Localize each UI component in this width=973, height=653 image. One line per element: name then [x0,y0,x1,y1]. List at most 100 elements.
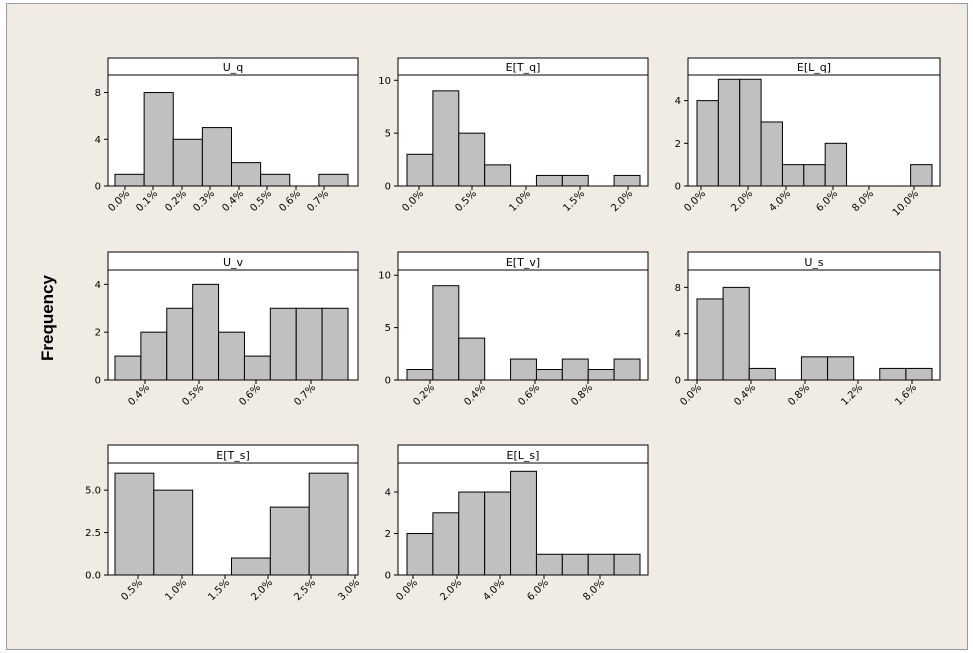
x-tick-label: 0.6% [516,382,542,408]
x-tick-label: 0.7% [292,382,318,408]
histogram-bar [269,506,310,576]
histogram-bar [910,164,933,187]
panel-e-l-q: E[L_q] 0 2 4 0.0% 2.0% 4.0% 6.0% 8.0% 10.0% [675,57,941,219]
histogram-bar [535,174,563,187]
histogram-bar [510,470,537,576]
y-tick-label: 0 [95,376,101,387]
histogram-bar [114,173,145,187]
histogram-bar [172,138,203,187]
panel-title-strip [107,444,359,464]
y-tick-label: 2.5 [85,528,101,539]
panel-u-s: U_s 0 4 8 0.0% 0.4% 0.8% 1.2% 1.6% [675,251,941,408]
histogram-bar [748,367,776,381]
x-tick-label: 1.5% [561,188,587,214]
x-tick-label: 2.0% [249,577,275,603]
x-tick-label: 2.0% [609,188,635,214]
x-tick-label: 2.0% [438,577,464,603]
histogram-bar [321,307,349,381]
y-tick-label: 4 [675,329,681,340]
panel-title: E[L_q] [797,61,831,74]
histogram-bar [231,162,262,187]
x-tick-label: 1.5% [206,577,232,603]
histogram-bar [535,553,563,576]
histogram-bar [803,164,826,187]
x-tick-label: 4.0% [481,577,507,603]
histogram-bar [484,164,512,187]
histogram-bar [613,174,641,187]
histogram-bar [218,331,245,381]
panel-u-q: U_q 0 4 8 0.0% 0.1% 0.2% 0.3% 0.4% 0.5% 0.6% 0.7% [95,57,359,214]
x-tick-label: 8.0% [581,577,607,603]
panel-title: U_q [223,61,244,74]
y-tick-label: 2 [385,529,391,540]
histogram-bar [905,367,933,381]
panel-e-l-s: E[L_s] 0 2 4 0.0% 2.0% 4.0% 6.0% 8.0% [385,444,649,603]
y-tick-label: 0 [385,376,391,387]
histogram-bar [201,127,233,187]
x-tick-label: 1.0% [163,577,189,603]
y-tick-label: 0 [95,182,101,193]
histogram-bar [824,142,848,187]
x-tick-label: 6.0% [814,188,840,214]
histogram-bar [587,553,615,576]
histogram-bar [432,512,460,576]
x-tick-label: 0.1% [134,188,160,214]
histogram-bar [406,153,434,187]
panel-title: E[T_s] [216,449,249,462]
histogram-bar [318,173,349,187]
x-tick-label: 0.0% [106,188,132,214]
x-tick-label: 0.4% [732,382,758,408]
y-tick-label: 0 [385,571,391,582]
y-tick-label: 0 [675,182,681,193]
x-tick-label: 0.5% [248,188,274,214]
y-tick-label: 0 [385,182,391,193]
panel-e-t-v: E[T_v] 0 5 10 0.2% 0.4% 0.6% 0.8% [378,251,649,408]
panel-title: E[T_q] [506,61,541,74]
x-tick-label: 0.5% [453,188,479,214]
histogram-bar [722,286,750,381]
x-tick-label: 0.0% [394,577,420,603]
histogram-bar [781,164,805,187]
x-tick-label: 2.5% [292,577,318,603]
x-tick-label: 0.7% [305,188,331,214]
histogram-bar [458,491,486,576]
histogram-bar [561,553,589,576]
histogram-bar [295,307,323,381]
x-tick-label: 0.6% [237,382,263,408]
histogram-bar [458,337,486,381]
y-tick-label: 0.0 [85,571,101,582]
histogram-bar [243,355,271,381]
panel-title: U_v [223,256,244,269]
histogram-bar [153,489,194,576]
histogram-bar [114,472,155,576]
x-tick-label: 2.0% [729,188,755,214]
y-tick-label: 4 [675,96,681,107]
histogram-bar [561,174,589,187]
panel-title-strip [397,57,649,76]
x-tick-label: 0.4% [220,188,246,214]
histogram-bar [800,356,829,381]
y-tick-label: 5 [385,323,391,334]
y-tick-label: 2 [675,139,681,150]
histogram-bar [613,553,641,576]
histogram-bar [587,369,615,381]
histogram-bar [308,472,349,576]
histogram-bar [484,491,512,576]
histogram-bar [535,369,563,381]
panel-title: U_s [804,256,824,269]
y-tick-label: 4 [95,135,101,146]
y-tick-label: 4 [95,280,101,291]
histogram-bar [432,90,460,187]
x-tick-label: 0.4% [462,382,488,408]
x-tick-label: 0.5% [119,577,145,603]
x-tick-label: 0.2% [163,188,189,214]
y-tick-label: 5.0 [85,486,101,497]
x-tick-label: 1.0% [507,188,533,214]
x-tick-label: 3.0% [336,577,362,603]
x-tick-label: 1.6% [893,382,919,408]
y-tick-label: 10 [378,76,391,87]
histogram-bar [561,358,589,381]
histogram-bar [613,358,641,381]
x-tick-label: 0.5% [180,382,206,408]
x-tick-label: 0.3% [191,188,217,214]
